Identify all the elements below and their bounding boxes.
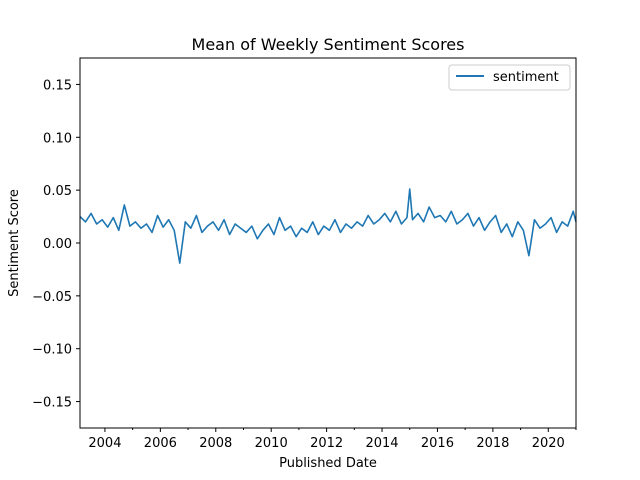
x-tick-label: 2012 — [310, 436, 343, 451]
x-tick-label: 2006 — [144, 436, 177, 451]
series-layer — [79, 188, 577, 264]
y-tick-label: 0.10 — [43, 131, 72, 146]
y-tick-label: 0.00 — [43, 237, 72, 252]
legend-box — [448, 64, 571, 91]
x-tick-label: 2020 — [532, 436, 565, 451]
y-tick-label: −0.05 — [32, 290, 72, 305]
x-tick-label: 2016 — [421, 436, 454, 451]
x-tick-label: 2008 — [199, 436, 232, 451]
y-tick-label: −0.15 — [32, 396, 72, 411]
x-tick-label: 2014 — [365, 436, 398, 451]
chart-title: Mean of Weekly Sentiment Scores — [192, 35, 465, 54]
y-tick-label: 0.05 — [43, 184, 72, 199]
x-tick-label: 2004 — [88, 436, 121, 451]
y-tick-label: −0.10 — [32, 343, 72, 358]
plot-frame — [79, 57, 577, 429]
y-axis-label: Sentiment Score — [7, 189, 22, 297]
ticks-layer: 0.15 0.10 0.05 0.00 −0.05 −0.10 −0.15 2004 2006 2… — [32, 78, 577, 451]
legend: sentiment — [448, 64, 571, 91]
x-axis-label: Published Date — [279, 456, 377, 471]
y-tick-label: 0.15 — [43, 78, 72, 93]
series-line-sentiment — [79, 188, 577, 264]
x-tick-label: 2010 — [255, 436, 288, 451]
x-tick-label: 2018 — [476, 436, 509, 451]
legend-label-sentiment: sentiment — [493, 70, 559, 85]
